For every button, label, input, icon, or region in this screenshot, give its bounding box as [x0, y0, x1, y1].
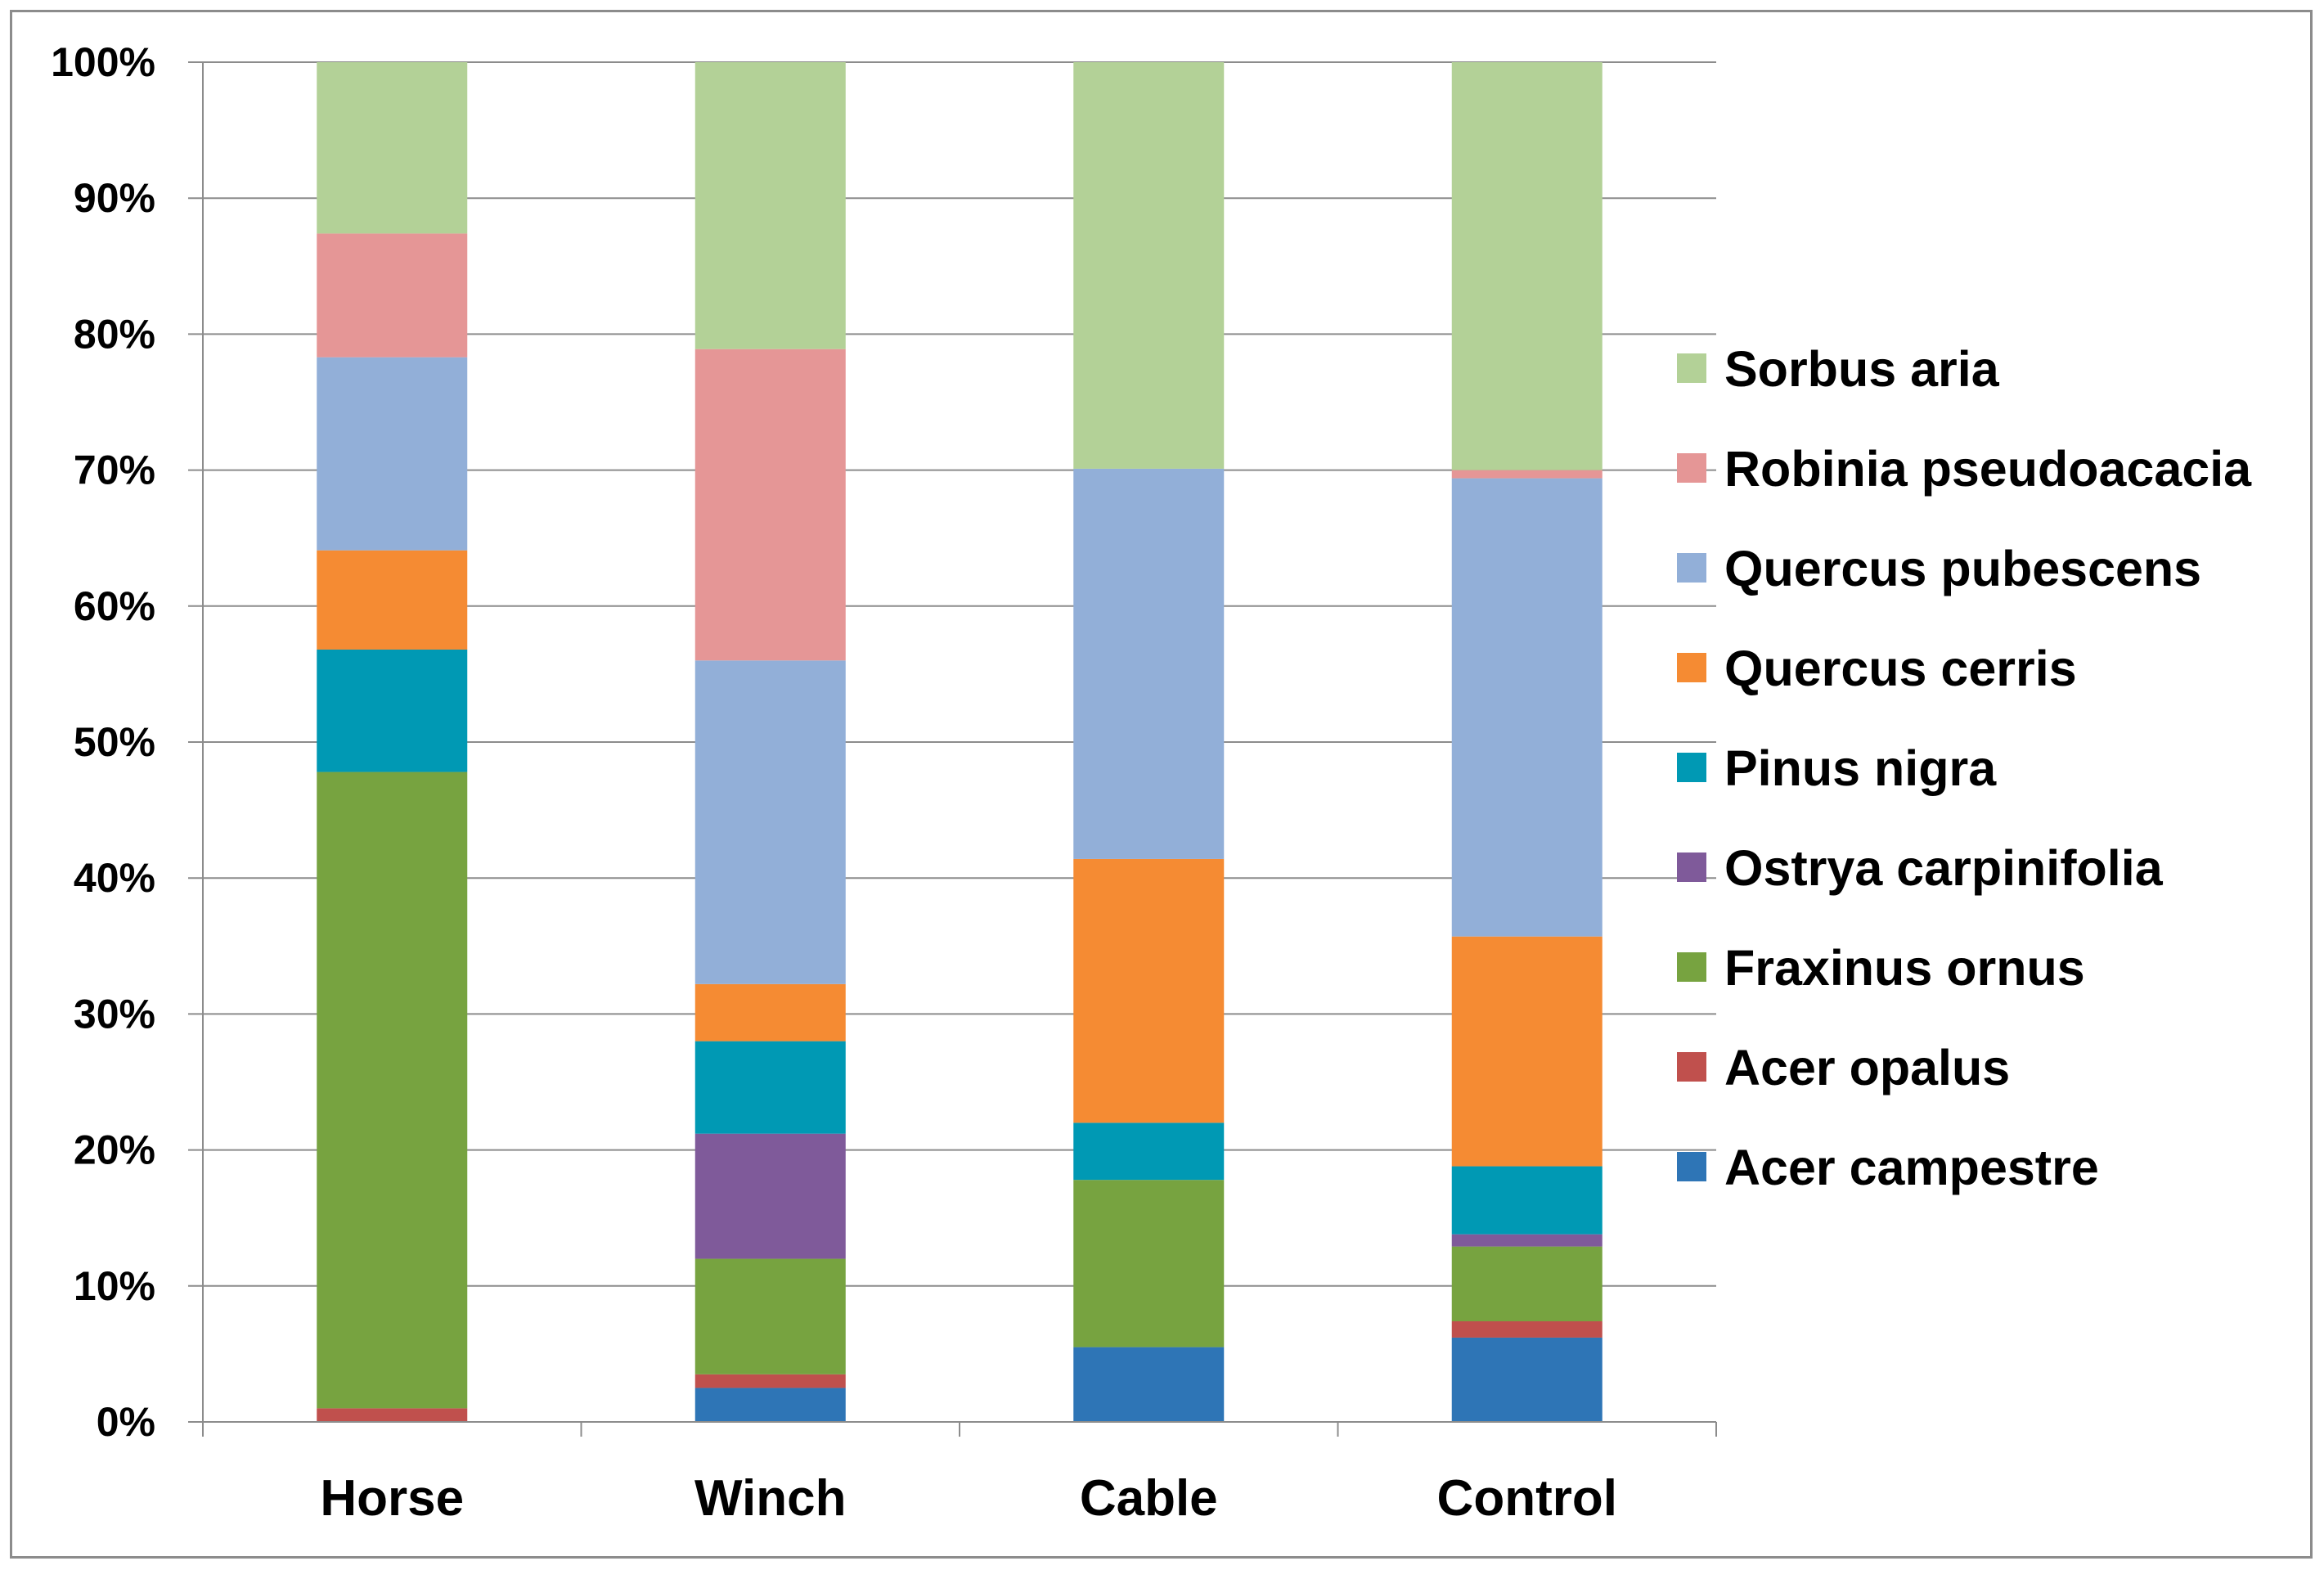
legend-label: Acer opalus: [1724, 1040, 2010, 1095]
bar-segment: [317, 550, 468, 650]
legend-swatch: [1677, 852, 1706, 882]
bar-segment: [1451, 936, 1603, 1167]
legend-label: Robinia pseudoacacia: [1724, 441, 2252, 497]
bar-segment: [1451, 478, 1603, 937]
bar-segment: [695, 660, 846, 984]
y-tick-label: 30%: [74, 991, 155, 1037]
bar-segment: [317, 357, 468, 551]
bar-segment: [1073, 1347, 1225, 1422]
bar-segment: [1451, 62, 1603, 470]
legend-swatch: [1677, 653, 1706, 682]
legend-label: Quercus cerris: [1724, 641, 2077, 696]
x-category-label: Winch: [695, 1470, 846, 1527]
y-tick-label: 70%: [74, 448, 155, 493]
y-tick-label: 20%: [74, 1127, 155, 1173]
bar-segment: [317, 1408, 468, 1422]
axes: 0% 10% 20% 30% 40% 50% 60% 70% 80% 90% 100% Horse Wi…: [51, 39, 1717, 1527]
legend-label: Pinus nigra: [1724, 740, 1997, 796]
legend-label: Fraxinus ornus: [1724, 940, 2085, 996]
bar-segment: [1451, 1166, 1603, 1235]
bar-segment: [1073, 468, 1225, 859]
bar-segment: [695, 983, 846, 1041]
y-tick-label: 0%: [97, 1399, 155, 1445]
legend-swatch: [1677, 952, 1706, 982]
legend-swatch: [1677, 353, 1706, 383]
bar-segment: [695, 1388, 846, 1422]
legend-label: Ostrya carpinifolia: [1724, 840, 2164, 896]
legend-swatch: [1677, 1152, 1706, 1181]
y-tick-label: 100%: [51, 39, 155, 85]
y-tick-label: 40%: [74, 855, 155, 901]
legend: Sorbus aria Robinia pseudoacacia Quercus p…: [1677, 341, 2252, 1195]
legend-swatch: [1677, 453, 1706, 483]
bar-segment: [1073, 62, 1225, 469]
bar-segment: [317, 233, 468, 358]
bar-segment: [695, 1041, 846, 1134]
legend-label: Sorbus aria: [1724, 341, 2000, 397]
y-tick-label: 80%: [74, 311, 155, 357]
y-tick-label: 90%: [74, 175, 155, 221]
bar-segment: [1451, 1234, 1603, 1247]
bar-segment: [695, 1133, 846, 1259]
bar-segment: [1073, 858, 1225, 1123]
legend-label: Acer campestre: [1724, 1140, 2099, 1195]
bar-segment: [1073, 1122, 1225, 1181]
x-category-label: Cable: [1080, 1470, 1218, 1527]
bar-segment: [1451, 1337, 1603, 1422]
bar-segment: [1073, 1180, 1225, 1347]
x-category-label: Horse: [320, 1470, 464, 1527]
bar-segment: [317, 772, 468, 1409]
bar-segment: [695, 1374, 846, 1388]
y-tick-label: 10%: [74, 1263, 155, 1309]
bar-segment: [1451, 1321, 1603, 1338]
bar-segment: [1451, 1246, 1603, 1322]
bar-segment: [695, 62, 846, 349]
legend-label: Quercus pubescens: [1724, 541, 2201, 596]
legend-swatch: [1677, 1052, 1706, 1082]
bar-segment: [695, 1258, 846, 1374]
y-tick-label: 60%: [74, 583, 155, 629]
legend-swatch: [1677, 753, 1706, 782]
bar-segment: [317, 62, 468, 234]
bar-segment: [317, 649, 468, 772]
x-category-label: Control: [1437, 1470, 1617, 1527]
y-tick-label: 50%: [74, 719, 155, 765]
bars: [317, 62, 1603, 1422]
bar-segment: [1451, 470, 1603, 479]
legend-swatch: [1677, 553, 1706, 583]
bar-segment: [695, 349, 846, 661]
